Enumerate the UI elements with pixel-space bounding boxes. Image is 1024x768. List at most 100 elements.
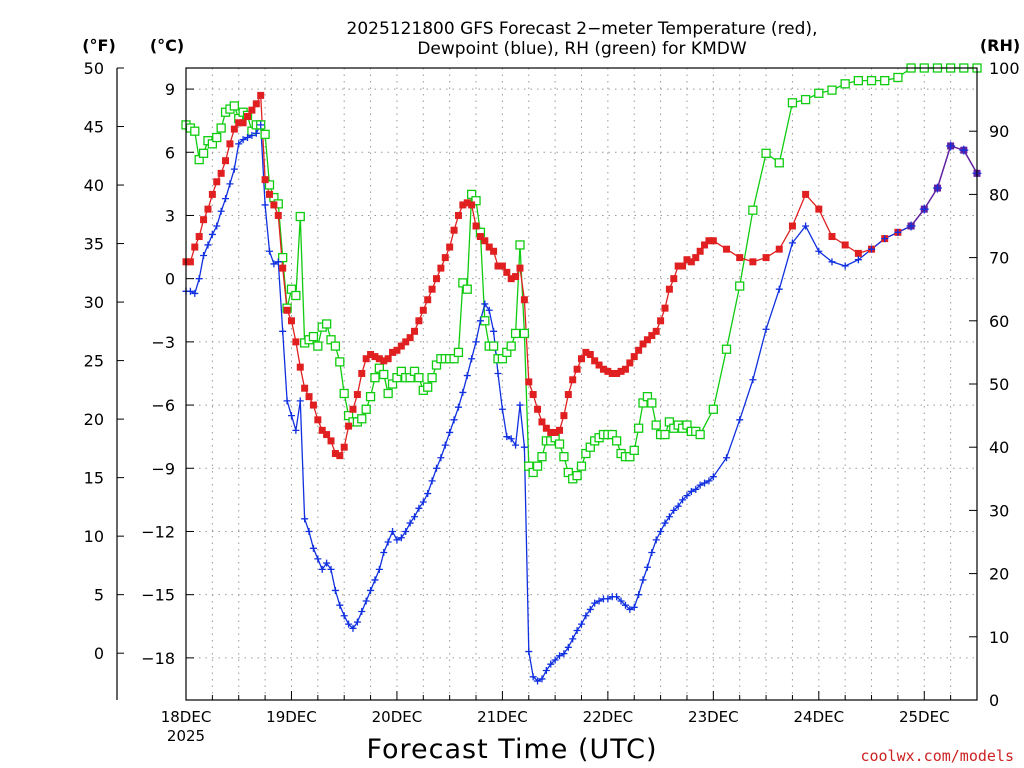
temperature-point — [498, 262, 506, 270]
temperature-point — [318, 426, 326, 434]
fahrenheit-tick-label: 30 — [84, 293, 104, 312]
temperature-point — [314, 416, 322, 424]
temperature-point — [454, 211, 462, 219]
dewpoint-point — [683, 492, 691, 500]
rh-point — [893, 72, 903, 83]
temperature-point — [788, 222, 796, 230]
temperature-point — [244, 112, 252, 120]
dewpoint-point — [389, 527, 397, 535]
dewpoint-point — [512, 441, 520, 449]
rh-point — [423, 382, 433, 392]
temperature-point — [520, 296, 528, 304]
temperature-point — [261, 176, 269, 184]
temperature-point — [749, 258, 757, 266]
rh-point — [427, 373, 437, 383]
rh-point — [853, 75, 863, 86]
temperature-point — [613, 369, 621, 377]
temperature-point — [424, 296, 432, 304]
temperature-point — [709, 237, 717, 245]
temperature-point — [389, 348, 397, 356]
temperature-point — [542, 424, 550, 432]
dewpoint-point — [375, 565, 383, 573]
temperature-point — [762, 254, 770, 262]
temperature-point — [503, 268, 511, 276]
temperature-point — [411, 327, 419, 335]
dewpoint-point — [525, 648, 533, 656]
celsius-tick-label: −18 — [141, 649, 175, 668]
rh-point — [761, 148, 771, 158]
rh-point — [708, 404, 718, 414]
temperature-point — [283, 306, 291, 314]
rh-point — [519, 328, 530, 339]
rh-point — [453, 347, 464, 358]
dewpoint-point — [665, 513, 673, 521]
dewpoint-point — [261, 201, 269, 209]
dewpoint-point — [314, 555, 322, 563]
dewpoint-point — [516, 401, 524, 409]
dewpoint-point — [520, 443, 528, 451]
fahrenheit-tick-label: 20 — [84, 410, 104, 429]
fahrenheit-tick-label: 5 — [94, 586, 104, 605]
dewpoint-point — [564, 643, 572, 651]
dewpoint-point — [626, 605, 634, 613]
temperature-point — [230, 125, 238, 133]
dewpoint-point — [723, 454, 731, 462]
rh-tick-label: 10 — [989, 628, 1009, 647]
temperature-point — [340, 443, 348, 451]
rh-point — [787, 98, 798, 108]
celsius-tick-label: 6 — [165, 143, 175, 162]
rh-point — [695, 429, 705, 440]
dewpoint-point — [441, 441, 449, 449]
temperature-point — [595, 361, 603, 369]
temperature-point — [481, 237, 489, 245]
dewpoint-point — [841, 262, 849, 270]
temperature-point — [635, 346, 643, 354]
dewpoint-point — [195, 275, 203, 283]
temperature-point — [529, 391, 537, 399]
dewpoint-point — [186, 287, 194, 295]
rh-point — [633, 423, 644, 433]
celsius-tick-label: −9 — [151, 459, 175, 478]
rh-point — [462, 284, 472, 294]
temperature-point — [485, 243, 493, 251]
temperature-point — [371, 353, 379, 361]
dewpoint-point — [248, 131, 256, 139]
temperature-point — [195, 233, 203, 241]
dewpoint-point — [371, 576, 379, 584]
dewpoint-point — [828, 258, 836, 266]
time-tick-label: 25DEC — [899, 708, 950, 726]
temperature-point — [380, 357, 388, 365]
dewpoint-point — [617, 597, 625, 605]
temperature-point — [305, 393, 313, 401]
temperature-point — [674, 262, 682, 270]
rh-line — [185, 67, 977, 480]
dewpoint-point — [305, 527, 313, 535]
dewpoint-point — [679, 496, 687, 504]
temperature-point — [450, 226, 458, 234]
dewpoint-point — [191, 289, 199, 297]
dewpoint-point — [547, 660, 555, 668]
temperature-point — [538, 418, 546, 426]
temperature-point — [639, 340, 647, 348]
saturated-plus — [959, 145, 969, 155]
temperature-point — [336, 452, 344, 460]
dewpoint-point — [239, 136, 247, 144]
dewpoint-point — [279, 327, 287, 335]
temperature-point — [226, 140, 234, 148]
temperature-point — [331, 450, 339, 458]
temperature-point — [841, 241, 849, 249]
rh-point — [651, 420, 661, 430]
temperature-point — [630, 353, 638, 361]
dewpoint-point — [296, 397, 304, 405]
temperature-point — [446, 243, 454, 251]
temperature-point — [723, 245, 731, 253]
celsius-tick-label: −6 — [151, 396, 175, 415]
rh-point — [721, 344, 732, 354]
temperature-point — [472, 222, 480, 230]
fahrenheit-tick-label: 25 — [84, 352, 104, 371]
temperature-point — [490, 247, 498, 255]
dewpoint-point — [309, 544, 317, 552]
rh-point — [264, 180, 275, 190]
rh-point — [572, 470, 582, 481]
